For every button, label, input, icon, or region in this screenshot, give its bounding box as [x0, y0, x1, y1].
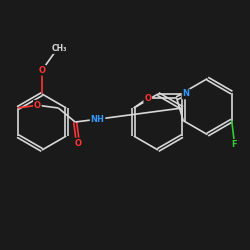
Text: O: O: [74, 138, 82, 147]
Text: CH₃: CH₃: [51, 44, 67, 53]
Text: N: N: [182, 90, 190, 98]
Text: O: O: [34, 101, 41, 110]
Text: NH: NH: [90, 115, 104, 124]
Text: O: O: [144, 94, 151, 103]
Text: O: O: [38, 66, 46, 75]
Text: F: F: [232, 140, 237, 149]
